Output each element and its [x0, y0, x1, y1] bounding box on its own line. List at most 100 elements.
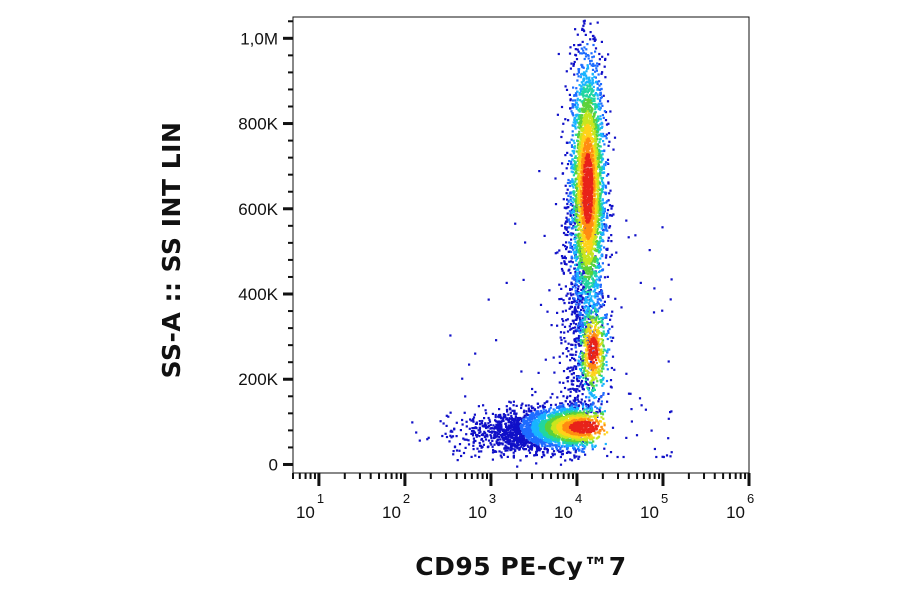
- event-dot: [594, 307, 597, 310]
- event-dot: [601, 225, 604, 228]
- event-dot: [590, 59, 593, 62]
- event-dot: [570, 162, 573, 166]
- event-dot: [543, 428, 546, 431]
- event-dot: [568, 370, 572, 373]
- event-dot: [574, 105, 577, 109]
- event-dot: [561, 162, 564, 165]
- event-dot: [598, 240, 601, 243]
- event-dot: [667, 417, 670, 420]
- event-dot: [599, 412, 603, 415]
- event-dot: [590, 102, 593, 105]
- event-dot: [581, 323, 584, 327]
- event-dot: [667, 360, 670, 363]
- event-dot: [581, 301, 584, 304]
- event-dot: [570, 154, 573, 157]
- event-dot: [583, 302, 586, 305]
- event-dot: [598, 148, 601, 151]
- event-dot: [596, 380, 599, 383]
- event-dot: [669, 455, 672, 458]
- event-dot: [586, 299, 589, 302]
- event-dot: [601, 233, 604, 236]
- event-dot: [526, 420, 529, 423]
- event-dot: [575, 172, 578, 175]
- event-dot: [578, 294, 581, 298]
- event-dot: [574, 275, 578, 278]
- event-dot: [502, 417, 505, 420]
- event-dot: [568, 93, 571, 96]
- event-dot: [480, 433, 484, 436]
- event-dot: [597, 240, 600, 243]
- event-dot: [582, 372, 585, 375]
- event-dot: [548, 289, 551, 292]
- event-dot: [572, 225, 575, 228]
- event-dot: [587, 387, 590, 390]
- event-dot: [575, 318, 578, 321]
- event-dot: [610, 234, 613, 237]
- event-dot: [571, 343, 574, 346]
- event-dot: [478, 444, 482, 447]
- event-dot: [596, 315, 600, 318]
- event-dot: [512, 451, 515, 454]
- event-dot: [579, 338, 582, 342]
- event-dot: [569, 242, 572, 245]
- event-dot: [602, 344, 605, 347]
- event-dot: [598, 58, 601, 61]
- event-dot: [602, 212, 605, 215]
- event-dot: [527, 404, 530, 407]
- event-dot: [509, 411, 512, 414]
- event-dot: [582, 341, 586, 344]
- event-dot: [596, 127, 599, 130]
- event-dot: [604, 334, 607, 337]
- event-dot: [572, 445, 575, 448]
- event-dot: [486, 434, 489, 437]
- event-dot: [599, 170, 602, 174]
- event-dot: [478, 435, 481, 438]
- event-dot: [565, 241, 568, 244]
- event-dot: [593, 411, 596, 415]
- event-dot: [578, 262, 581, 265]
- event-dot: [564, 85, 567, 88]
- event-dot: [587, 317, 590, 320]
- event-dot: [576, 398, 579, 401]
- event-dot: [589, 38, 592, 41]
- event-dot: [565, 263, 568, 266]
- event-dot: [596, 185, 599, 188]
- event-dot: [597, 73, 600, 76]
- event-dot: [600, 214, 603, 217]
- event-dot: [546, 444, 549, 447]
- event-dot: [612, 213, 615, 216]
- event-dot: [596, 87, 599, 90]
- event-dot: [542, 433, 545, 436]
- event-dot: [661, 455, 664, 458]
- event-dot: [573, 456, 576, 459]
- event-dot: [518, 447, 521, 450]
- event-dot: [586, 43, 589, 46]
- event-dot: [576, 164, 579, 167]
- event-dot: [522, 447, 525, 450]
- event-dot: [566, 212, 569, 215]
- event-dot: [614, 297, 617, 300]
- event-dot: [540, 412, 544, 415]
- event-dot: [578, 219, 581, 222]
- event-dot: [570, 250, 573, 253]
- event-dot: [510, 416, 513, 419]
- event-dot: [503, 438, 506, 441]
- event-dot: [574, 353, 577, 356]
- event-dot: [556, 416, 559, 419]
- event-dot: [449, 411, 452, 414]
- event-dot: [523, 421, 526, 424]
- event-dot: [576, 292, 579, 295]
- event-dot: [574, 256, 577, 259]
- event-dot: [534, 422, 537, 425]
- event-dot: [593, 289, 596, 292]
- event-dot: [493, 433, 497, 436]
- event-dot: [586, 258, 589, 261]
- event-dot: [609, 189, 612, 192]
- event-dot: [499, 442, 502, 445]
- event-dot: [600, 161, 603, 164]
- event-dot: [596, 264, 599, 267]
- event-dot: [602, 132, 605, 135]
- event-dot: [573, 400, 576, 403]
- event-dot: [571, 369, 574, 372]
- event-dot: [551, 392, 554, 396]
